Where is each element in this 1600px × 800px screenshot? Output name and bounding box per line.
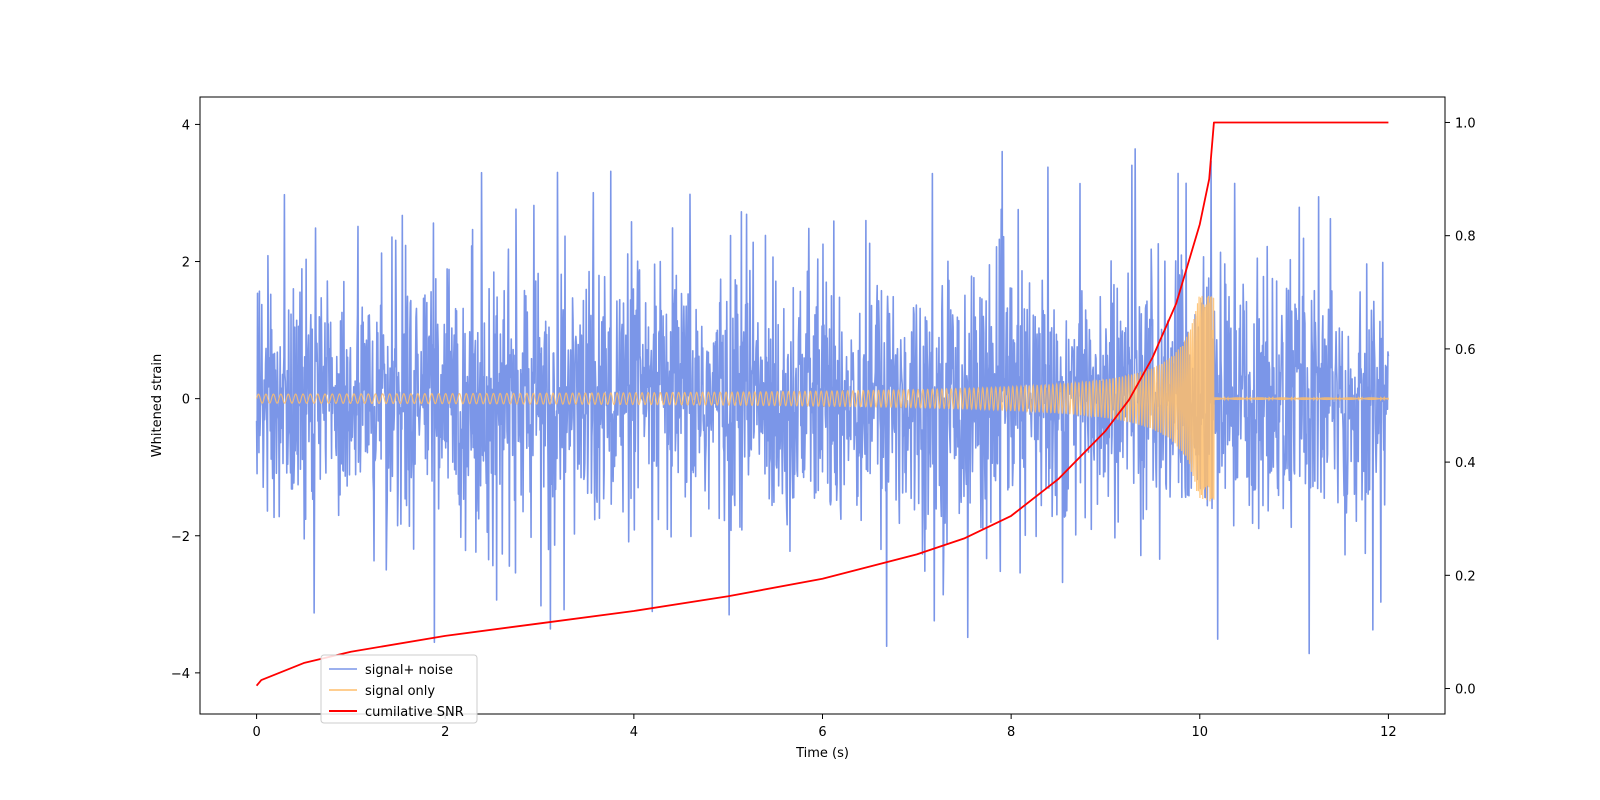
legend: signal+ noise signal only cumilative SNR — [320, 654, 478, 724]
x-tick-label: 10 — [1191, 725, 1208, 740]
y-axis-label: Whitened strain — [150, 354, 165, 457]
x-tick-label: 12 — [1380, 725, 1397, 740]
x-tick-label: 0 — [252, 725, 260, 740]
legend-label: signal+ noise — [365, 663, 453, 678]
x-tick-label: 4 — [630, 725, 638, 740]
series-signal-only-line — [256, 295, 1390, 502]
y-tick-label: 2 — [182, 256, 190, 271]
y-tick-label: 0 — [182, 393, 190, 408]
y2-tick-label: 0.8 — [1455, 230, 1476, 245]
y-tick-label: −2 — [171, 530, 190, 545]
legend-box — [320, 654, 478, 724]
x-axis: 0 2 4 6 8 10 12 — [252, 714, 1397, 740]
y-tick-label: −4 — [171, 667, 190, 682]
y2-tick-label: 1.0 — [1455, 116, 1476, 131]
x-tick-label: 2 — [441, 725, 449, 740]
y-axis-right: 0.0 0.2 0.4 0.6 0.8 1.0 — [1445, 116, 1476, 698]
plot-area — [255, 121, 1390, 687]
y2-tick-label: 0.6 — [1455, 343, 1476, 358]
legend-label: cumilative SNR — [365, 705, 464, 720]
x-axis-label: Time (s) — [795, 746, 849, 761]
x-tick-label: 6 — [818, 725, 826, 740]
y2-tick-label: 0.2 — [1455, 569, 1476, 584]
series-cumulative-snr-line — [255, 121, 1389, 687]
y-axis-left: −4 −2 0 2 4 — [171, 118, 200, 682]
y2-tick-label: 0.0 — [1455, 683, 1476, 698]
y2-tick-label: 0.4 — [1455, 456, 1476, 471]
y-tick-label: 4 — [182, 118, 190, 133]
legend-label: signal only — [365, 684, 435, 699]
x-tick-label: 8 — [1007, 725, 1015, 740]
